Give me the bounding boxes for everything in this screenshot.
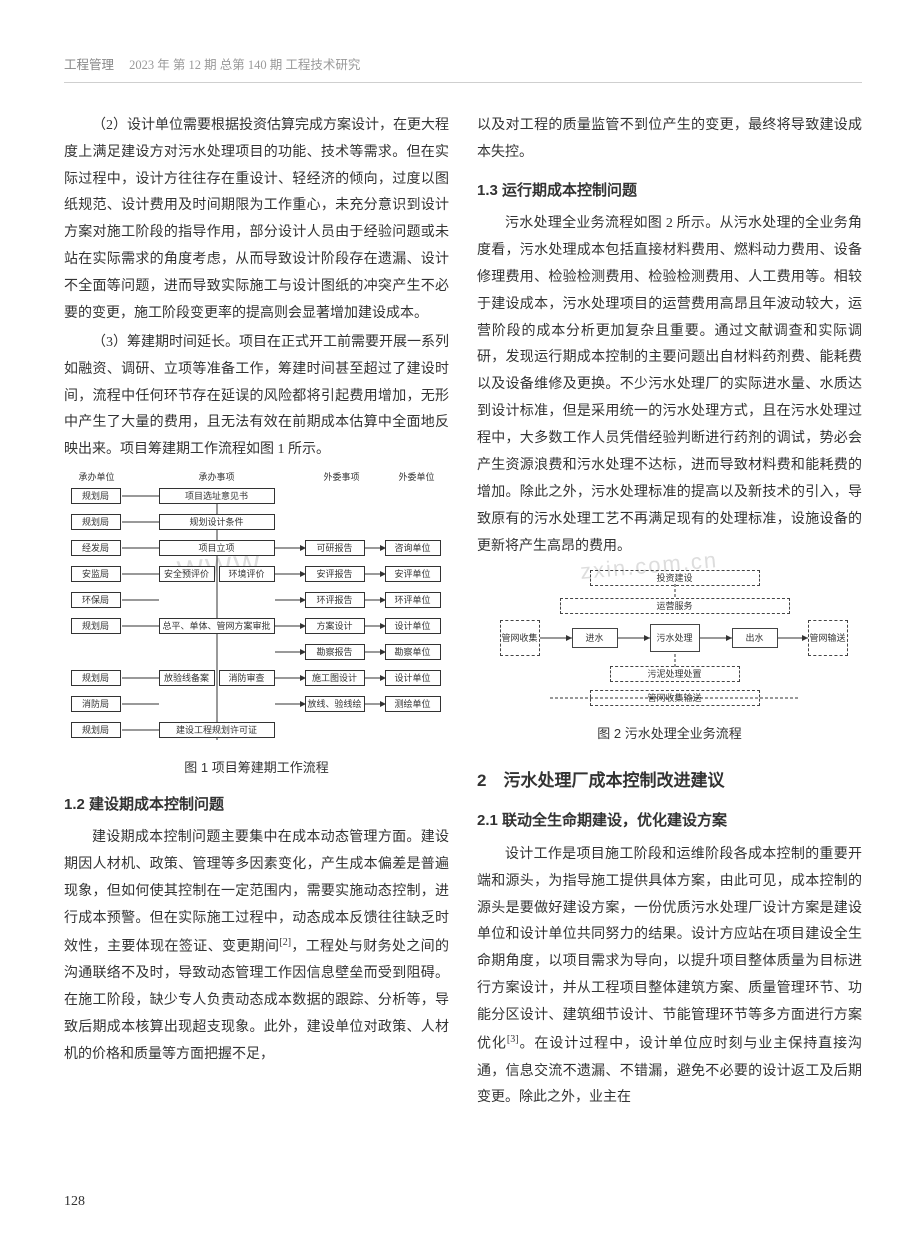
fc-ctr-0: 项目选址意见书 <box>159 488 275 504</box>
page-number: 128 <box>64 1189 85 1216</box>
heading-1-2: 1.2 建设期成本控制问题 <box>64 791 449 820</box>
right-para-1: 污水处理全业务流程如图 2 所示。从污水处理的全业务角度看，污水处理成本包括直接… <box>477 211 862 560</box>
figure-1: WWW 承办单位 承办事项 外委事项 外委单位 <box>64 472 449 781</box>
bf-treat: 污水处理 <box>650 624 700 652</box>
fc-left-6: 规划局 <box>71 670 121 686</box>
left-para-2: （3）筹建期时间延长。项目在正式开工前需要开展一系列如融资、调研、立项等准备工作… <box>64 330 449 464</box>
column-right: 以及对工程的质量监管不到位产生的变更，最终将导致建设成本失控。 1.3 运行期成… <box>477 113 862 1115</box>
fc-r2-2: 环评单位 <box>385 592 441 608</box>
fc-r2-1: 安评单位 <box>385 566 441 582</box>
fc-r1-5: 施工图设计 <box>305 670 365 686</box>
right-para-2: 设计工作是项目施工阶段和运维阶段各成本控制的重要开端和源头，为指导施工提供具体方… <box>477 842 862 1112</box>
figure-1-caption: 图 1 项目筹建期工作流程 <box>64 756 449 781</box>
fc-ctr-2: 项目立项 <box>159 540 275 556</box>
left-para-3: 建设期成本控制问题主要集中在成本动态管理方面。建设期因人材机、政策、管理等多因素… <box>64 825 449 1069</box>
column-left: （2）设计单位需要根据投资估算完成方案设计，在更大程度上满足建设方对污水处理项目… <box>64 113 449 1115</box>
fc-r2-0: 咨询单位 <box>385 540 441 556</box>
fc-ctr-8: 建设工程规划许可证 <box>159 722 275 738</box>
two-column-body: （2）设计单位需要根据投资估算完成方案设计，在更大程度上满足建设方对污水处理项目… <box>64 113 862 1115</box>
fc-r1-4: 勘察报告 <box>305 644 365 660</box>
p2-run-a: 设计工作是项目施工阶段和运维阶段各成本控制的重要开端和源头，为指导施工提供具体方… <box>477 847 862 1052</box>
fc-left-7: 消防局 <box>71 696 121 712</box>
citation-3: [3] <box>507 1034 519 1045</box>
citation-2: [2] <box>279 937 291 948</box>
heading-1-3: 1.3 运行期成本控制问题 <box>477 177 862 206</box>
fc-ctr-5: 总平、单体、管网方案审批 <box>159 618 275 634</box>
fc-r1-3: 方案设计 <box>305 618 365 634</box>
p3-run-b: ，工程处与财务处之间的沟通联络不及时，导致动态管理工作因信息壁垒而受到阻碍。在施… <box>64 939 449 1062</box>
bf-sludge: 污泥处理处置 <box>610 666 740 682</box>
fc-left-0: 规划局 <box>71 488 121 504</box>
fc-r2-6: 测绘单位 <box>385 696 441 712</box>
bf-ops: 运营服务 <box>560 598 790 614</box>
bf-trans: 管网输送 <box>808 620 848 656</box>
fc-left-5: 规划局 <box>71 618 121 634</box>
fc-ctr-3: 安全预评价 <box>159 566 215 582</box>
figure-2: zxin.com.cn 投资建设 <box>477 568 862 747</box>
fc-left-2: 经发局 <box>71 540 121 556</box>
left-para-1: （2）设计单位需要根据投资估算完成方案设计，在更大程度上满足建设方对污水处理项目… <box>64 113 449 328</box>
fc-left-3: 安监局 <box>71 566 121 582</box>
right-para-0: 以及对工程的质量监管不到位产生的变更，最终将导致建设成本失控。 <box>477 113 862 167</box>
fc-ctr-6: 放验线备案 <box>159 670 215 686</box>
header-rule <box>64 82 862 83</box>
fc-r1-6: 放线、验线绘 <box>305 696 365 712</box>
figure-2-caption: 图 2 污水处理全业务流程 <box>477 722 862 747</box>
heading-2-1: 2.1 联动全生命期建设，优化建设方案 <box>477 807 862 836</box>
fc-left-8: 规划局 <box>71 722 121 738</box>
header-issue: 2023 年 第 12 期 总第 140 期 工程技术研究 <box>129 58 360 72</box>
fc-r1-0: 可研报告 <box>305 540 365 556</box>
header-category: 工程管理 <box>64 58 114 72</box>
fc-r1-1: 安评报告 <box>305 566 365 582</box>
fc-left-1: 规划局 <box>71 514 121 530</box>
heading-2: 2 污水处理厂成本控制改进建议 <box>477 765 862 797</box>
fc-ctr-1: 规划设计条件 <box>159 514 275 530</box>
bf-out: 出水 <box>732 628 778 648</box>
bf-in: 进水 <box>572 628 618 648</box>
fc-r2-5: 设计单位 <box>385 670 441 686</box>
fc-ctr-7: 消防审查 <box>219 670 275 686</box>
p2-run-b: 。在设计过程中，设计单位应时刻与业主保持直接沟通，信息交流不遗漏、不错漏，避免不… <box>477 1037 862 1106</box>
fc-r1-2: 环评报告 <box>305 592 365 608</box>
fc-ctr-3b: 环境评价 <box>219 566 275 582</box>
fc-left-4: 环保局 <box>71 592 121 608</box>
page-header: 工程管理 2023 年 第 12 期 总第 140 期 工程技术研究 <box>64 54 862 78</box>
fc-r2-3: 设计单位 <box>385 618 441 634</box>
bf-invest: 投资建设 <box>590 570 760 586</box>
bf-coll: 管网收集 <box>500 620 540 656</box>
bf-net: 管网收集输送 <box>590 690 760 706</box>
fc-r2-4: 勘察单位 <box>385 644 441 660</box>
p3-run-a: 建设期成本控制问题主要集中在成本动态管理方面。建设期因人材机、政策、管理等多因素… <box>64 830 449 954</box>
